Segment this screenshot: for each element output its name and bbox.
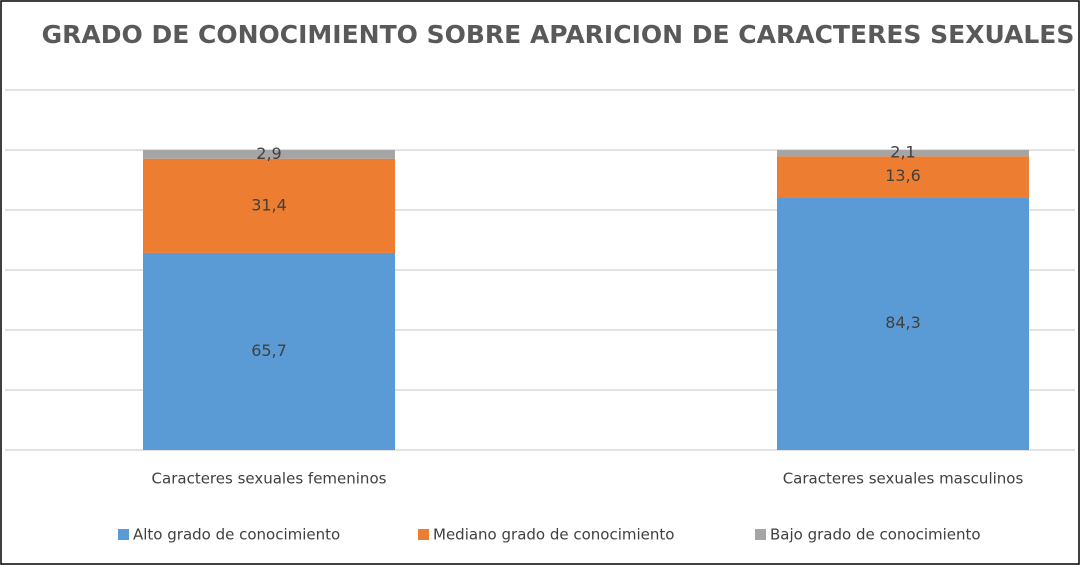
data-label: 65,7	[251, 341, 287, 360]
bar-segment	[143, 252, 395, 450]
data-label: 84,3	[885, 313, 921, 332]
bar-segment	[777, 197, 1029, 450]
data-label: 2,1	[890, 143, 915, 162]
bar-segment	[143, 150, 395, 159]
chart-title: GRADO DE CONOCIMIENTO SOBRE APARICION DE…	[42, 20, 1075, 49]
legend-label: Mediano grado de conocimiento	[433, 526, 674, 544]
legend-swatch	[118, 529, 129, 540]
data-label: 2,9	[256, 144, 281, 163]
legend-label: Bajo grado de conocimiento	[770, 526, 981, 544]
x-tick-label: Caracteres sexuales femeninos	[152, 470, 387, 488]
bar-segment	[143, 158, 395, 253]
data-label: 13,6	[885, 166, 921, 185]
x-tick-label: Caracteres sexuales masculinos	[783, 470, 1024, 488]
bar-segment	[777, 156, 1029, 198]
legend-swatch	[418, 529, 429, 540]
legend-label: Alto grado de conocimiento	[133, 526, 340, 544]
data-label: 31,4	[251, 195, 287, 214]
bar-segment	[777, 150, 1029, 157]
legend-swatch	[755, 529, 766, 540]
